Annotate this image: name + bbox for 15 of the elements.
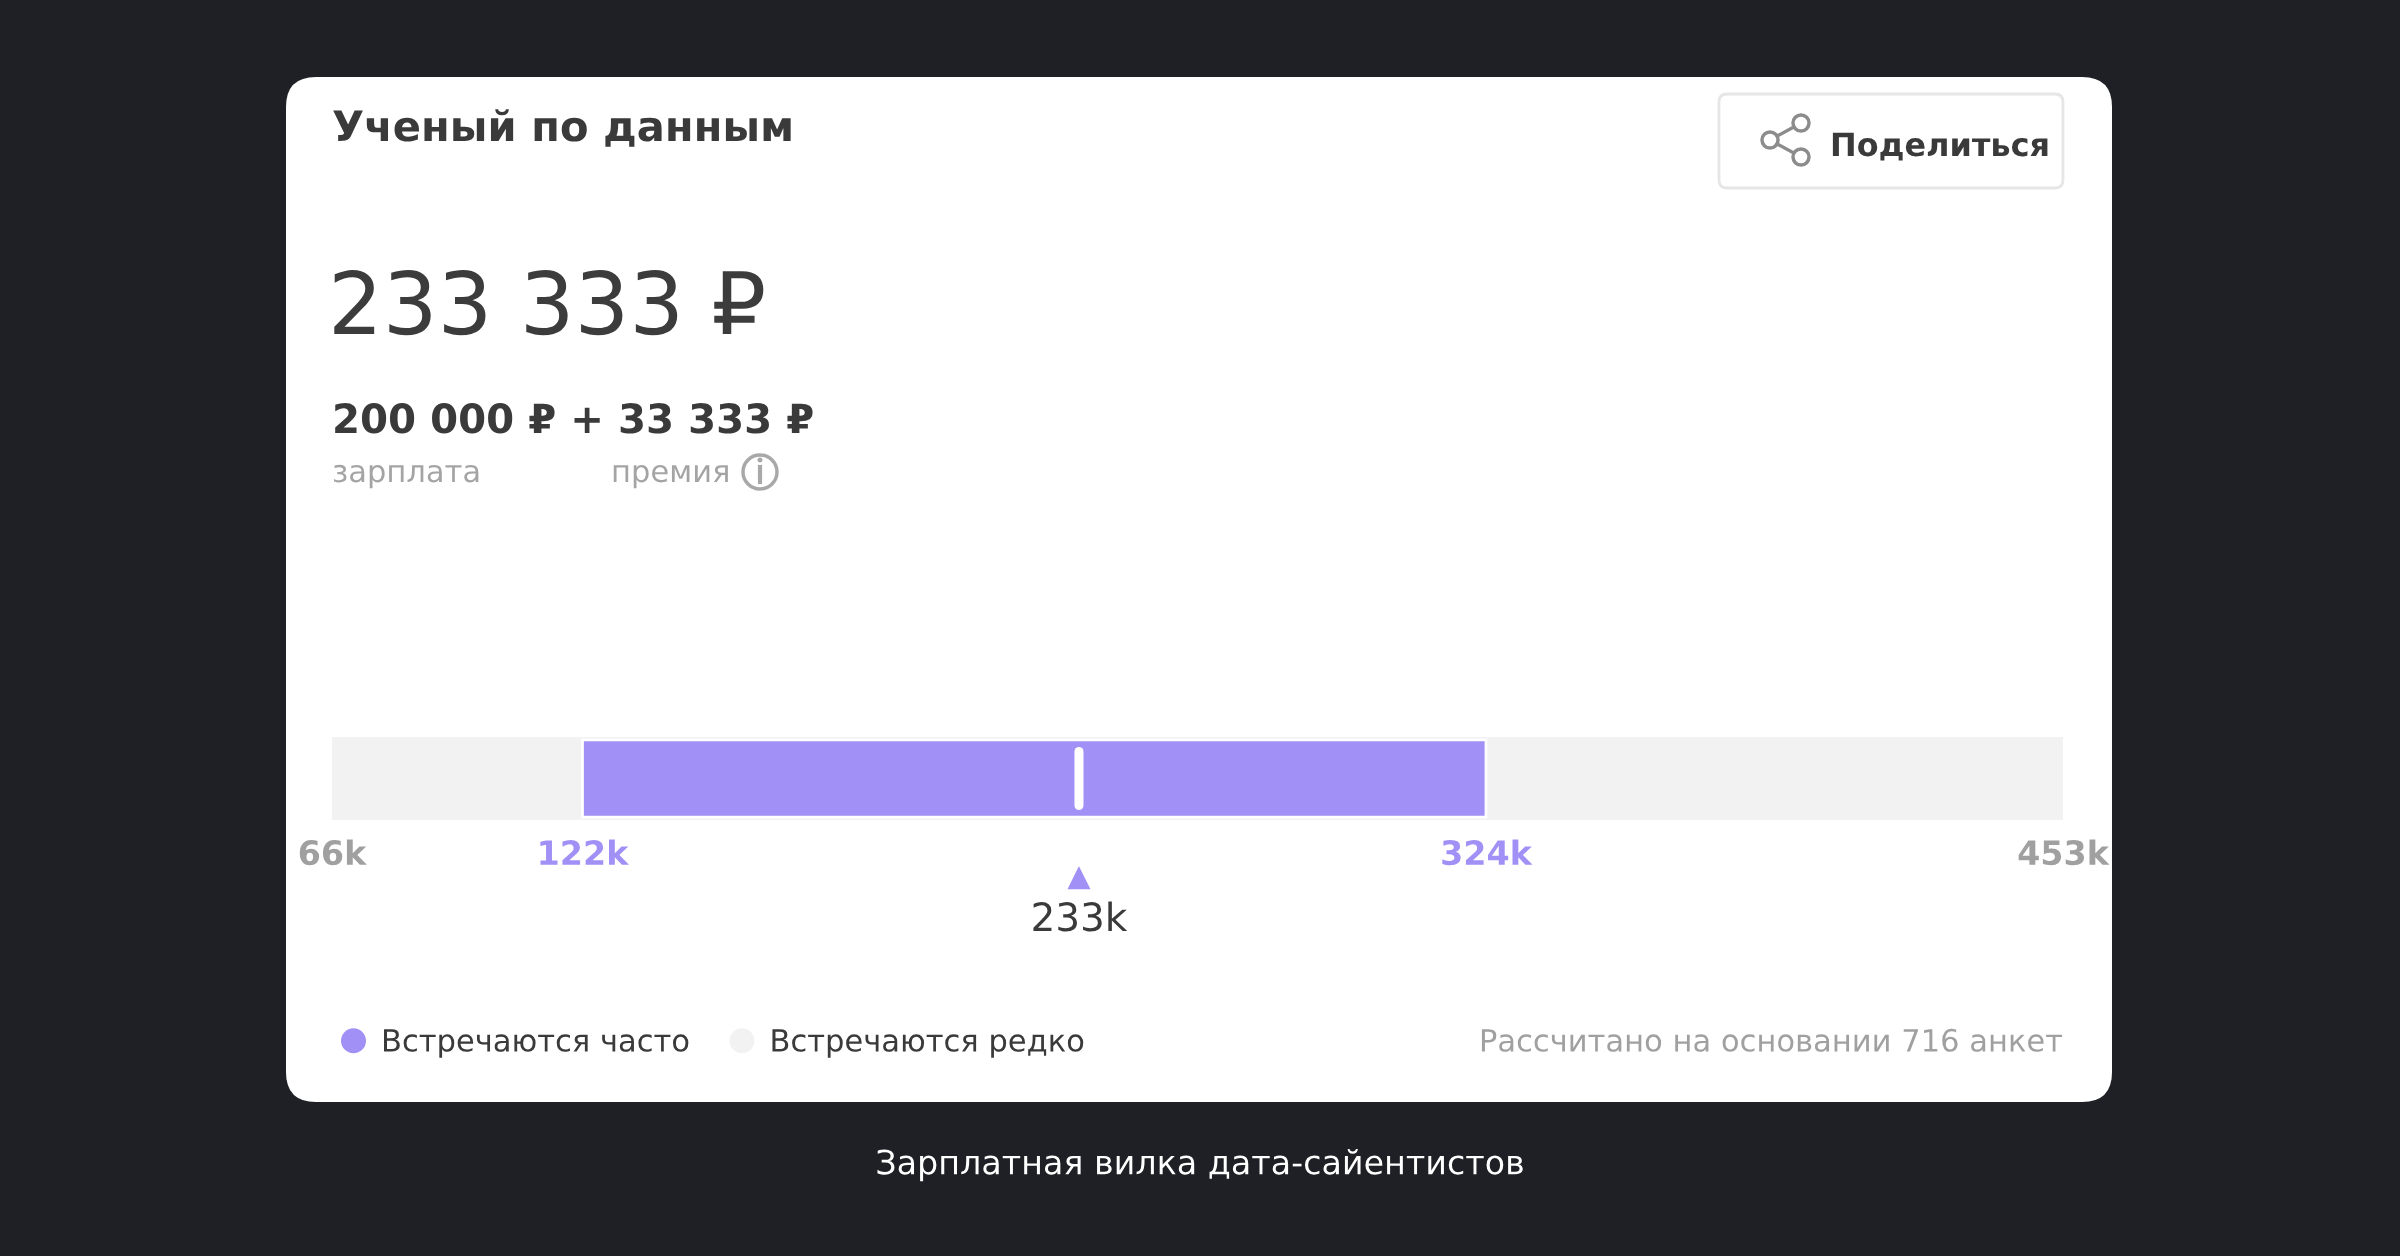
text: премия bbox=[613, 464, 728, 489]
text: 200 000 ₽ + 33 333 ₽ bbox=[335, 403, 813, 434]
chart-title: Ученый по данным bbox=[333, 109, 791, 147]
x-tick-label: 66k bbox=[299, 839, 367, 866]
legend-label: Встречаются редко bbox=[772, 1029, 1084, 1058]
chart-subtitle: 233 333 ₽ bbox=[334, 270, 764, 336]
text: Поделиться bbox=[1832, 132, 2048, 161]
legend-label: Встречаются часто bbox=[384, 1029, 689, 1058]
x-tick-label: 122k bbox=[540, 839, 629, 865]
text: Зарплатная вилка дата-сайентистов bbox=[877, 1149, 1523, 1182]
text: зарплата bbox=[333, 464, 479, 489]
x-tick-label: 324k bbox=[1442, 839, 1533, 866]
ref-line-label: 233k bbox=[1033, 901, 1128, 932]
x-tick-label: 453k bbox=[2018, 839, 2110, 866]
text: Рассчитано на основании 716 анкет bbox=[1481, 1028, 2063, 1052]
